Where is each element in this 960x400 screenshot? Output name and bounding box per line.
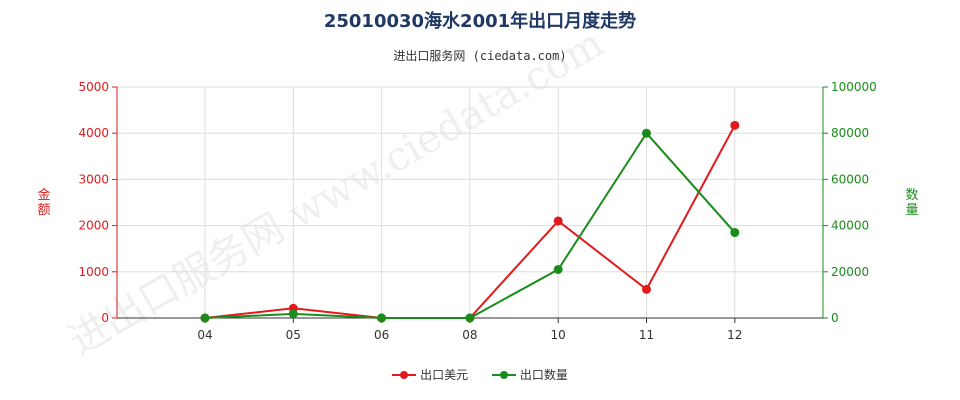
data-point-qty [200, 313, 210, 323]
y-right-tick-label: 100000 [831, 80, 877, 94]
x-tick-label: 06 [374, 328, 389, 342]
y-right-tick-label: 80000 [831, 126, 869, 140]
y-left-axis-title: 金额 [37, 187, 50, 218]
legend-marker-qty [491, 370, 516, 380]
data-point-qty [288, 309, 298, 319]
legend-item-qty[interactable]: 出口数量 [491, 366, 568, 383]
legend-marker-usd [392, 370, 417, 380]
data-point-usd [553, 216, 563, 226]
y-left-tick-label: 4000 [78, 126, 109, 140]
x-tick-label: 11 [639, 328, 654, 342]
y-right-tick-label: 60000 [831, 172, 869, 186]
data-point-qty [377, 313, 387, 323]
data-point-usd [730, 120, 740, 130]
chart-title: 25010030海水2001年出口月度走势 [323, 11, 637, 32]
y-right-tick-label: 20000 [831, 265, 869, 279]
x-tick-label: 12 [727, 328, 742, 342]
legend-label-usd: 出口美元 [420, 368, 469, 382]
x-tick-label: 10 [551, 328, 566, 342]
y-right-tick-label: 0 [831, 311, 839, 325]
y-left-tick-label: 2000 [78, 219, 109, 233]
data-point-usd [642, 284, 651, 294]
x-tick-label: 08 [462, 328, 477, 342]
y-left-tick-label: 3000 [78, 172, 109, 186]
x-tick-label: 05 [286, 328, 301, 342]
data-point-qty [553, 264, 563, 274]
legend-item-usd[interactable]: 出口美元 [392, 366, 468, 383]
x-tick-label: 04 [197, 328, 212, 342]
data-point-qty [730, 228, 740, 238]
legend-label-qty: 出口数量 [519, 368, 568, 382]
y-left-tick-label: 5000 [78, 80, 109, 94]
y-left-tick-label: 0 [101, 311, 109, 325]
y-left-tick-label: 1000 [78, 265, 109, 279]
data-point-qty [465, 313, 475, 323]
y-right-tick-label: 40000 [831, 219, 869, 233]
chart-subtitle: 进出口服务网 (ciedata.com) [393, 49, 567, 63]
y-right-axis-title: 数量 [905, 188, 918, 218]
legend: 出口美元 出口数量 [0, 366, 960, 383]
data-point-qty [642, 128, 651, 138]
